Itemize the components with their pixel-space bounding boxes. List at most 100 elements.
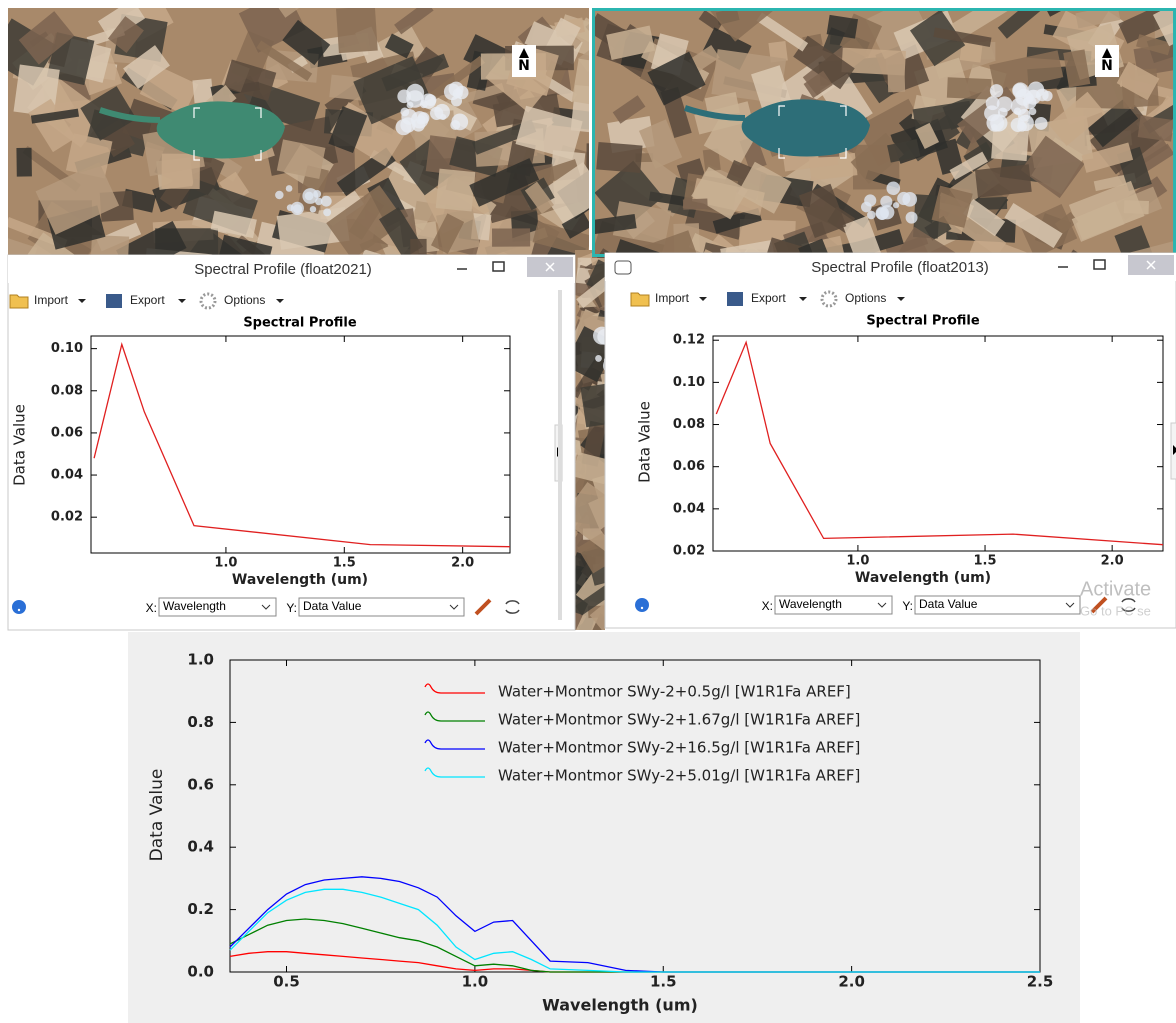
north-label: N: [518, 58, 530, 74]
folder-icon: [631, 293, 649, 306]
select-prefix: X:: [146, 601, 157, 615]
x-tick-label: 1.5: [974, 554, 997, 569]
y-tick-label: 0.6: [187, 775, 214, 793]
help-icon[interactable]: [12, 600, 26, 614]
x-tick-label: 1.0: [214, 556, 237, 571]
town: [893, 202, 899, 208]
plot-area: [91, 336, 510, 553]
x-tick-label: 2.0: [1101, 554, 1124, 569]
y-tick-label: 0.10: [673, 375, 705, 390]
menu-item[interactable]: Import: [34, 293, 69, 307]
town: [1035, 117, 1048, 130]
y-tick-label: 0.06: [51, 425, 83, 440]
select-value: Wavelength: [163, 599, 226, 613]
y-tick-label: 0.10: [51, 341, 83, 356]
window-title: Spectral Profile (float2013): [811, 259, 989, 276]
town: [396, 119, 412, 135]
y-tick-label: 0.08: [673, 417, 705, 432]
town: [861, 202, 872, 213]
field: [596, 142, 642, 173]
north-label: N: [1101, 58, 1113, 74]
y-tick-label: 0.12: [673, 333, 705, 348]
town: [310, 206, 317, 213]
y-axis-label: Data Value: [11, 404, 29, 486]
town: [880, 196, 892, 208]
scrollbar: [558, 290, 562, 620]
town: [451, 96, 462, 107]
x-tick-label: 1.5: [650, 973, 677, 991]
menu-item[interactable]: Options: [224, 293, 265, 307]
town: [313, 190, 321, 198]
town: [1028, 82, 1044, 98]
field: [16, 148, 31, 177]
page: N N Spectral Profile (float2021) Import Expo…: [0, 0, 1176, 1023]
y-tick-label: 0.4: [187, 838, 214, 856]
town: [406, 84, 424, 102]
x-axis-label: Wavelength (um): [855, 570, 991, 586]
plot-area: [713, 336, 1163, 551]
select-value: Wavelength: [779, 597, 842, 611]
y-tick-label: 0.2: [187, 900, 214, 918]
menu-item[interactable]: Options: [845, 291, 886, 305]
town: [1014, 107, 1021, 114]
x-tick-label: 1.0: [462, 973, 489, 991]
town: [986, 114, 1004, 132]
x-tick-label: 0.5: [273, 973, 300, 991]
select-prefix: Y:: [286, 601, 297, 615]
town: [595, 355, 602, 362]
screenshot: N N Spectral Profile (float2021) Import Expo…: [0, 0, 1176, 1023]
field: [887, 64, 905, 92]
menu-item[interactable]: Import: [655, 291, 690, 305]
save-icon: [106, 294, 122, 308]
town: [450, 120, 460, 130]
y-tick-label: 0.8: [187, 713, 214, 731]
x-axis-label: Wavelength (um): [232, 572, 368, 588]
x-tick-label: 2.5: [1027, 973, 1054, 991]
town: [876, 206, 889, 219]
town: [1017, 122, 1027, 132]
y-axis-label: Data Value: [147, 769, 167, 862]
legend-label: Water+Montmor SWy-2+5.01g/l [W1R1Fa AREF…: [498, 767, 860, 785]
town: [897, 192, 910, 205]
town: [305, 192, 314, 201]
menu-item[interactable]: Export: [751, 291, 786, 305]
help-dot: [18, 609, 20, 611]
town: [886, 181, 900, 195]
town: [286, 185, 293, 192]
select-prefix: X:: [762, 599, 773, 613]
y-tick-label: 0.0: [187, 963, 214, 981]
window-title: Spectral Profile (float2021): [194, 261, 372, 278]
watermark: Go to PC se: [1080, 603, 1151, 618]
town: [323, 208, 331, 216]
y-tick-label: 0.08: [51, 383, 83, 398]
select-value: Data Value: [919, 597, 978, 611]
select-prefix: Y:: [902, 599, 913, 613]
x-axis-label: Wavelength (um): [542, 996, 698, 1015]
menu-item[interactable]: Export: [130, 293, 165, 307]
help-icon[interactable]: [635, 598, 649, 612]
save-icon: [727, 292, 743, 306]
field: [1124, 200, 1149, 214]
y-axis-label: Data Value: [636, 401, 654, 483]
town: [315, 198, 323, 206]
town: [906, 212, 918, 224]
y-tick-label: 0.06: [673, 459, 705, 474]
chart-title: Spectral Profile: [866, 314, 980, 329]
folder-icon: [10, 295, 28, 308]
legend-label: Water+Montmor SWy-2+16.5g/l [W1R1Fa AREF…: [498, 739, 860, 757]
field: [492, 228, 530, 246]
town: [287, 204, 294, 211]
watermark: Activate: [1080, 578, 1151, 600]
town: [1042, 91, 1052, 101]
y-tick-label: 0.02: [51, 510, 83, 525]
y-tick-label: 0.02: [673, 544, 705, 559]
field: [975, 164, 1032, 197]
field: [436, 169, 476, 212]
field: [947, 77, 992, 99]
chart: 0.51.01.52.02.50.00.20.40.60.81.0Wavelen…: [128, 632, 1080, 1023]
legend-label: Water+Montmor SWy-2+0.5g/l [W1R1Fa AREF]: [498, 683, 851, 701]
help-dot: [641, 607, 643, 609]
chart-title: Spectral Profile: [243, 316, 357, 331]
town: [867, 211, 876, 220]
